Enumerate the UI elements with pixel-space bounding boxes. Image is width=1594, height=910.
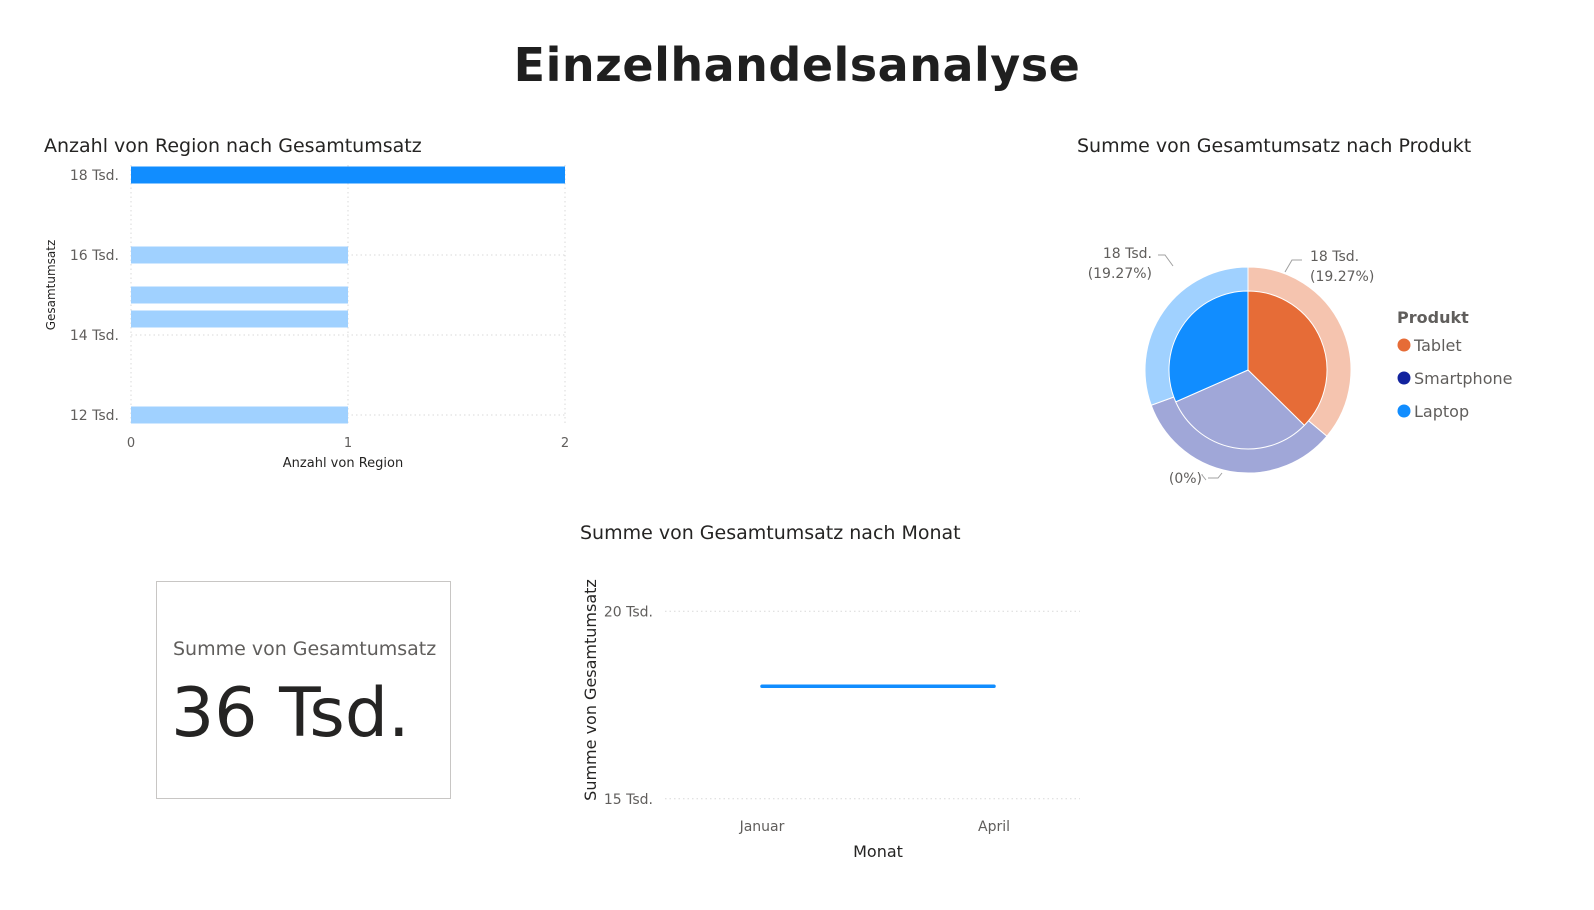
legend-marker-smartphone	[1397, 371, 1411, 385]
pie-data-label-percent: (19.27%)	[1310, 269, 1374, 285]
legend-marker-tablet	[1397, 338, 1411, 352]
leader-line-bottom	[1201, 474, 1207, 481]
y-tick-label: 14 Tsd.	[70, 328, 119, 344]
bar	[131, 246, 348, 264]
leader-line	[1284, 259, 1302, 273]
y-tick-label: 12 Tsd.	[70, 408, 119, 424]
kpi-card-label: Summe von Gesamtumsatz	[173, 638, 437, 660]
x-tick-label: 0	[127, 436, 135, 451]
pie-chart-title: Summe von Gesamtumsatz nach Produkt	[1077, 135, 1472, 157]
page-title: Einzelhandelsanalyse	[513, 38, 1081, 92]
x-tick-label: 1	[344, 436, 352, 451]
pie-data-label-value: 18 Tsd.	[1103, 246, 1152, 262]
legend-marker-laptop	[1397, 404, 1411, 418]
pie-inner-slice-smartphone	[1175, 369, 1306, 450]
y-tick-label: 18 Tsd.	[70, 168, 119, 184]
x-tick-label: April	[978, 819, 1010, 835]
x-axis-label: Anzahl von Region	[283, 456, 403, 471]
pie-inner-slice-tablet	[1247, 290, 1328, 427]
legend-item-smartphone: Smartphone	[1414, 369, 1512, 388]
y-tick-label: 16 Tsd.	[70, 248, 119, 264]
legend-item-tablet: Tablet	[1413, 336, 1462, 355]
x-axis-label: Monat	[853, 842, 903, 861]
y-axis-label: Gesamtumsatz	[44, 240, 58, 331]
pie-data-label-percent: (19.27%)	[1088, 266, 1152, 282]
kpi-card-value: 36 Tsd.	[171, 674, 410, 753]
line-chart[interactable]: 15 Tsd. 20 Tsd. Januar April Monat Summe von …	[570, 570, 1090, 890]
bar	[131, 166, 565, 184]
line-chart-title: Summe von Gesamtumsatz nach Monat	[580, 522, 961, 544]
y-tick-label: 15 Tsd.	[604, 792, 653, 808]
pie-chart[interactable]: 18 Tsd. (19.27%) 18 Tsd. (19.27%) (0%) Produk…	[1080, 230, 1560, 500]
bar	[131, 310, 348, 328]
pie-data-label-percent: (0%)	[1169, 471, 1202, 487]
bar	[131, 286, 348, 304]
kpi-card[interactable]: Summe von Gesamtumsatz 36 Tsd.	[156, 581, 451, 799]
bar-chart-title: Anzahl von Region nach Gesamtumsatz	[44, 135, 422, 157]
pie-data-label-value: 18 Tsd.	[1310, 249, 1359, 265]
x-tick-label: Januar	[739, 819, 785, 835]
bar-chart[interactable]: 0 1 2 12 Tsd. 14 Tsd. 16 Tsd. 18 Tsd. Anzahl vo…	[0, 165, 600, 475]
pie-inner-slice-laptop	[1168, 290, 1249, 403]
leader-line	[1208, 472, 1223, 479]
y-axis-label: Summe von Gesamtumsatz	[581, 579, 600, 801]
legend-title: Produkt	[1397, 308, 1469, 327]
leader-line	[1158, 254, 1174, 267]
x-tick-label: 2	[561, 436, 569, 451]
legend-item-laptop: Laptop	[1414, 402, 1469, 421]
bar	[131, 406, 348, 424]
y-tick-label: 20 Tsd.	[604, 604, 653, 620]
